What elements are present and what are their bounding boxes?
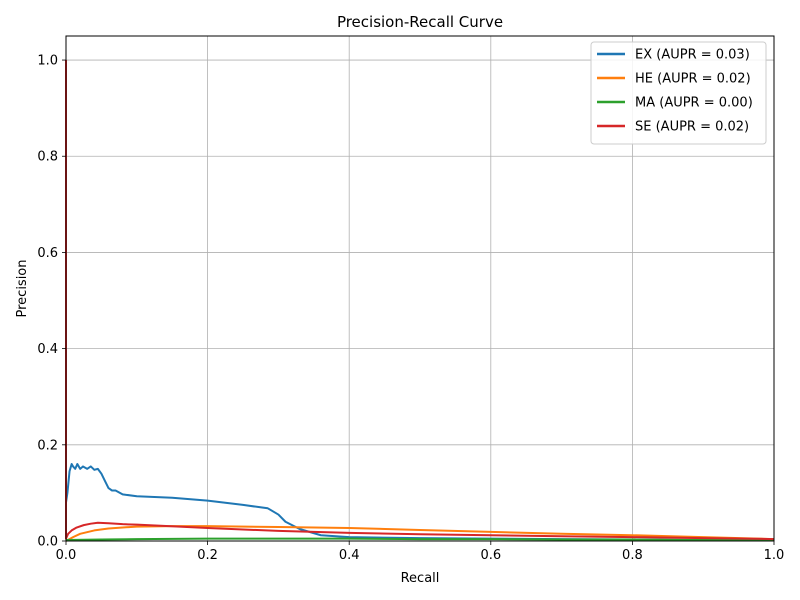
y-tick-label: 0.8 xyxy=(37,150,58,165)
series-lines xyxy=(65,60,775,542)
series-line-1 xyxy=(65,525,775,542)
x-tick-label: 0.0 xyxy=(56,548,77,563)
x-tick-label: 0.4 xyxy=(339,548,360,563)
x-tick-label: 1.0 xyxy=(764,548,785,563)
legend-box xyxy=(590,41,767,145)
chart-title: Precision-Recall Curve xyxy=(337,13,503,31)
legend-label: HE (AUPR = 0.02) xyxy=(635,72,751,87)
legend-label: EX (AUPR = 0.03) xyxy=(635,48,750,63)
y-tick-label: 0.2 xyxy=(37,438,58,453)
x-axis-ticks: 0.0 0.2 0.4 0.6 0.8 1.0 xyxy=(56,541,785,563)
y-tick-label: 0.0 xyxy=(37,535,58,550)
legend-label: MA (AUPR = 0.00) xyxy=(635,96,753,111)
y-tick-label: 0.6 xyxy=(37,246,58,261)
series-line-2 xyxy=(65,537,774,542)
x-axis-label: Recall xyxy=(401,571,440,586)
y-tick-label: 1.0 xyxy=(37,54,58,69)
x-tick-label: 0.6 xyxy=(480,548,501,563)
y-axis-ticks: 0.0 0.2 0.4 0.6 0.8 1.0 xyxy=(37,54,66,550)
y-axis-label: Precision xyxy=(15,259,30,317)
legend-label: SE (AUPR = 0.02) xyxy=(635,120,749,135)
series-line-3 xyxy=(65,60,775,541)
y-tick-label: 0.4 xyxy=(37,342,58,357)
plot-frame xyxy=(65,35,775,542)
x-tick-label: 0.2 xyxy=(197,548,218,563)
legend: EX (AUPR = 0.03) HE (AUPR = 0.02) MA (AUPR… xyxy=(590,41,767,145)
series-line-0 xyxy=(65,60,774,542)
x-tick-label: 0.8 xyxy=(622,548,643,563)
